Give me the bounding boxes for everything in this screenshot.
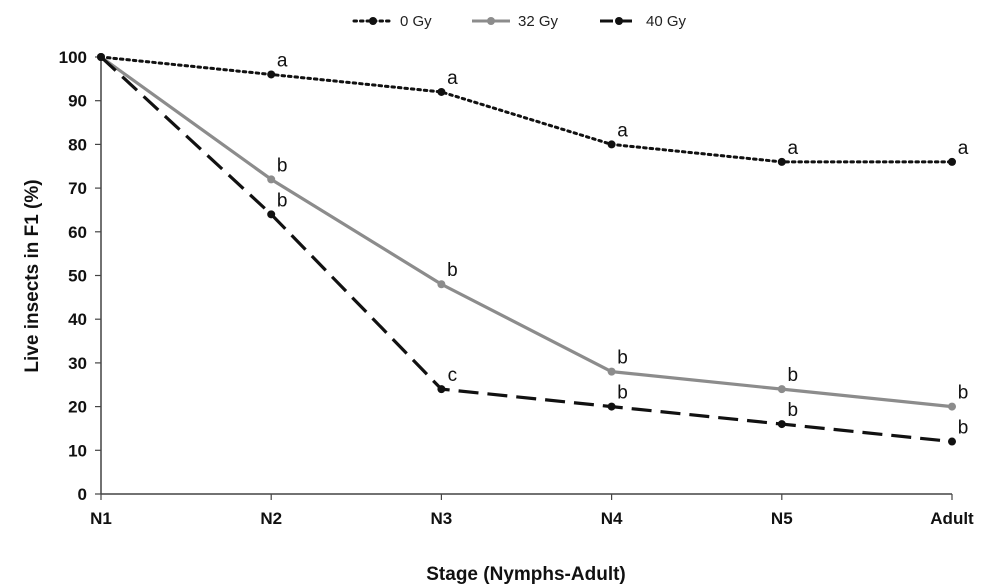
significance-letter: b xyxy=(958,418,969,439)
y-axis-title: Live insects in F1 (%) xyxy=(22,179,43,372)
x-tick-label: N4 xyxy=(601,509,623,528)
significance-letter: b xyxy=(617,348,628,369)
legend-item-40-gy: 40 Gy xyxy=(600,13,687,30)
significance-letter: b xyxy=(447,260,458,281)
x-tick-label: N3 xyxy=(431,509,453,528)
x-tick-label: Adult xyxy=(930,509,974,528)
legend-marker-0-gy xyxy=(369,17,377,25)
significance-letter: b xyxy=(277,155,288,176)
legend-label-40-gy: 40 Gy xyxy=(646,13,687,30)
data-point-40-gy xyxy=(97,53,105,61)
significance-letter: c xyxy=(448,365,458,386)
y-tick-label: 80 xyxy=(68,135,87,154)
series-line-32-gy xyxy=(100,55,953,409)
data-point-32-gy xyxy=(437,280,446,289)
data-point-40-gy xyxy=(948,437,956,446)
x-tick-label: N2 xyxy=(260,509,282,528)
data-point-40-gy xyxy=(437,385,446,394)
data-point-0-gy xyxy=(607,140,616,149)
significance-letter: a xyxy=(447,68,458,89)
legend-item-32-gy: 32 Gy xyxy=(472,13,559,30)
data-point-0-gy xyxy=(267,70,276,79)
legend: 0 Gy 32 Gy 40 Gy xyxy=(352,13,687,30)
data-point-40-gy xyxy=(777,420,786,429)
data-point-32-gy xyxy=(777,385,786,394)
series-0-gy xyxy=(97,53,956,166)
significance-letter: a xyxy=(958,138,969,159)
y-ticks: 0 10 20 30 40 50 60 70 80 90 100 xyxy=(59,48,101,504)
x-tick-label: N5 xyxy=(771,509,793,528)
legend-label-0-gy: 0 Gy xyxy=(400,13,432,30)
legend-item-0-gy: 0 Gy xyxy=(352,13,432,30)
significance-letter: a xyxy=(788,138,799,159)
series-line-0-gy xyxy=(99,55,954,164)
y-tick-label: 0 xyxy=(78,485,87,504)
data-point-0-gy xyxy=(777,157,786,166)
axes: 0 10 20 30 40 50 60 70 80 90 100 N1 N2 N3 N4 N5 Adult xyxy=(59,48,974,528)
significance-letter: b xyxy=(788,400,799,421)
y-tick-label: 30 xyxy=(68,354,87,373)
y-tick-label: 10 xyxy=(68,441,87,460)
significance-letter: b xyxy=(788,365,799,386)
legend-marker-32-gy xyxy=(487,17,495,25)
x-ticks: N1 N2 N3 N4 N5 Adult xyxy=(90,494,974,528)
y-tick-label: 50 xyxy=(68,267,87,286)
series-layer xyxy=(97,53,956,446)
y-tick-label: 40 xyxy=(68,310,87,329)
data-point-32-gy xyxy=(948,402,956,411)
significance-letter: b xyxy=(958,383,969,404)
y-tick-label: 70 xyxy=(68,179,87,198)
data-point-0-gy xyxy=(948,157,956,166)
series-40-gy xyxy=(97,53,956,446)
data-point-32-gy xyxy=(267,175,276,184)
y-tick-label: 90 xyxy=(68,92,87,111)
data-point-32-gy xyxy=(607,367,616,376)
series-line-40-gy xyxy=(99,55,953,444)
y-tick-label: 20 xyxy=(68,398,87,417)
legend-marker-40-gy xyxy=(615,17,623,25)
y-tick-label: 100 xyxy=(59,48,87,67)
data-point-0-gy xyxy=(437,87,446,96)
data-point-40-gy xyxy=(607,402,616,411)
data-point-40-gy xyxy=(267,210,276,219)
significance-letter: a xyxy=(617,120,628,141)
significance-letter: b xyxy=(617,383,628,404)
y-tick-label: 60 xyxy=(68,223,87,242)
series-32-gy xyxy=(97,53,956,411)
legend-label-32-gy: 32 Gy xyxy=(518,13,559,30)
x-tick-label: N1 xyxy=(90,509,112,528)
significance-letter: a xyxy=(277,50,288,71)
x-axis-title: Stage (Nymphs-Adult) xyxy=(426,564,626,585)
significance-letter: b xyxy=(277,190,288,211)
